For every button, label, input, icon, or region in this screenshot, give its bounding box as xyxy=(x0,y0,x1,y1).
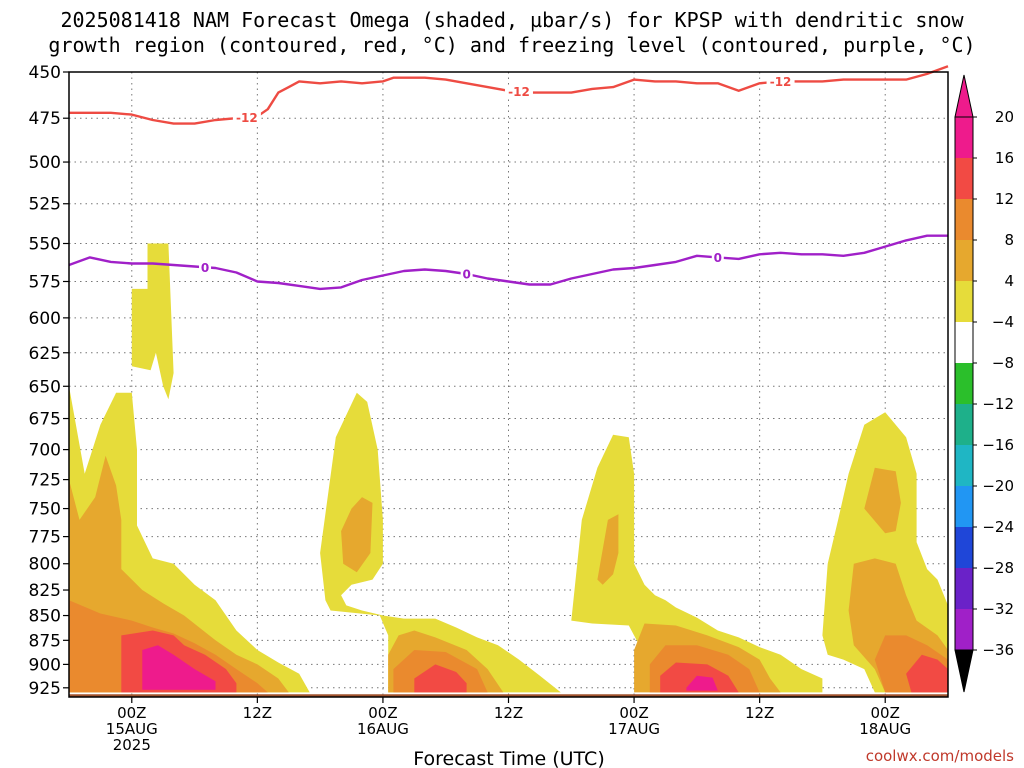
omega-shading xyxy=(69,243,948,693)
temperature-contours: -12 -12 -12 0 0 0 xyxy=(68,65,949,291)
omega-region-16-20 xyxy=(906,654,948,693)
y-tick-label: 800 xyxy=(29,555,61,575)
y-tick-label: 725 xyxy=(29,471,61,491)
colorbar-band xyxy=(955,404,973,445)
y-tick-label: 700 xyxy=(29,441,61,461)
colorbar-label: 16 xyxy=(995,149,1014,167)
colorbar-label: −32 xyxy=(982,600,1014,618)
colorbar-band xyxy=(955,199,973,240)
y-tick-label: 525 xyxy=(29,195,61,215)
y-tick-label: 500 xyxy=(29,153,61,173)
colorbar-band xyxy=(955,281,973,322)
dgz-contour-minus12-label: -12 xyxy=(236,111,258,125)
dgz-contour-minus12-label-bg xyxy=(232,110,261,125)
y-tick-label: 900 xyxy=(29,655,61,675)
y-tick-label: 775 xyxy=(29,528,61,548)
omega-region-20+ xyxy=(686,675,718,691)
freezing-level-contour-label: 0 xyxy=(714,251,722,265)
y-tick-label: 750 xyxy=(29,500,61,520)
chart-title-line-2: growth region (contoured, red, °C) and f… xyxy=(48,33,975,57)
x-tick-date: 15AUG xyxy=(106,720,158,738)
x-tick-label: 00Z xyxy=(871,704,900,722)
colorbar-band xyxy=(955,486,973,527)
colorbar-label: −24 xyxy=(982,518,1014,536)
x-tick-label: 00Z xyxy=(368,704,397,722)
colorbar-label: −36 xyxy=(982,641,1014,659)
colorbar-label: −8 xyxy=(992,354,1014,372)
x-tick-label: 12Z xyxy=(745,704,774,722)
colorbar-label: −4 xyxy=(992,313,1014,331)
y-tick-label: 875 xyxy=(29,631,61,651)
x-axis-title: Forecast Time (UTC) xyxy=(413,748,604,768)
omega-region-16-20 xyxy=(414,664,467,693)
omega-region-4-8 xyxy=(131,243,174,400)
freezing-level-contour-label-bg xyxy=(199,260,212,275)
dgz-contour-minus12-label-bg xyxy=(766,74,795,89)
y-axis-pressure: 450 475 500 525 550 575 600 625 650 675 700 725 750 7… xyxy=(29,63,69,699)
colorbar-band xyxy=(955,527,973,568)
omega-region-4-8 xyxy=(571,434,823,693)
colorbar-band xyxy=(955,322,973,363)
freezing-level-contour-label: 0 xyxy=(462,268,470,282)
freezing-level-contour-label-bg xyxy=(460,267,473,282)
colorbar-top-triangle xyxy=(954,74,974,118)
colorbar-label: −16 xyxy=(982,436,1014,454)
y-tick-label: 925 xyxy=(29,679,61,699)
freezing-level-contour xyxy=(68,234,948,291)
x-tick-date: 18AUG xyxy=(859,720,911,738)
y-tick-label: 550 xyxy=(29,235,61,255)
grid-lines xyxy=(69,71,948,697)
credit-text[interactable]: coolwx.com/models xyxy=(866,747,1014,765)
freezing-level-contour-label-bg xyxy=(711,250,724,265)
x-tick-date: 16AUG xyxy=(357,720,409,738)
y-tick-label: 600 xyxy=(29,309,61,329)
colorbar-band xyxy=(955,117,973,158)
colorbar-label: 8 xyxy=(1004,231,1014,249)
x-tick-year: 2025 xyxy=(113,736,151,754)
dgz-contour-minus12-label: -12 xyxy=(770,75,792,89)
omega-region-8-12 xyxy=(341,497,373,573)
colorbar-band xyxy=(955,158,973,199)
freezing-level-contour-label: 0 xyxy=(201,261,209,275)
colorbar-label: 20 xyxy=(995,108,1014,126)
colorbar-band xyxy=(955,240,973,281)
y-tick-label: 575 xyxy=(29,272,61,292)
omega-region-8-12 xyxy=(597,514,619,585)
ground-surface xyxy=(69,694,948,697)
colorbar-band xyxy=(955,363,973,404)
x-tick-label: 00Z xyxy=(117,704,146,722)
chart-title-line-1: 2025081418 NAM Forecast Omega (shaded, µ… xyxy=(60,8,964,32)
y-tick-label: 850 xyxy=(29,607,61,627)
colorbar-bottom-triangle xyxy=(954,649,974,693)
colorbar-label: 12 xyxy=(995,190,1014,208)
colorbar-label: −20 xyxy=(982,477,1014,495)
y-tick-label: 825 xyxy=(29,581,61,601)
dgz-contour-minus12-label: -12 xyxy=(508,85,530,99)
y-tick-label: 450 xyxy=(29,63,61,83)
x-tick-date: 17AUG xyxy=(608,720,660,738)
omega-colorbar: 20 16 12 8 4 −4 −8 −12 −16 −20 −24 −28 −32 −36 xyxy=(954,74,1014,693)
colorbar-band xyxy=(955,568,973,609)
y-tick-label: 625 xyxy=(29,344,61,364)
y-tick-label: 650 xyxy=(29,377,61,397)
colorbar-band xyxy=(955,609,973,650)
omega-region-8-12 xyxy=(864,467,901,534)
colorbar-label: −12 xyxy=(982,395,1014,413)
colorbar-label: 4 xyxy=(1004,272,1014,290)
y-tick-label: 675 xyxy=(29,410,61,430)
omega-region-20+ xyxy=(142,645,216,690)
x-tick-label: 12Z xyxy=(243,704,272,722)
colorbar-label: −28 xyxy=(982,559,1014,577)
y-tick-label: 475 xyxy=(29,109,61,129)
x-tick-label: 00Z xyxy=(619,704,648,722)
dgz-contour-minus12-label-bg xyxy=(504,84,533,99)
colorbar-band xyxy=(955,445,973,486)
x-tick-label: 12Z xyxy=(494,704,523,722)
